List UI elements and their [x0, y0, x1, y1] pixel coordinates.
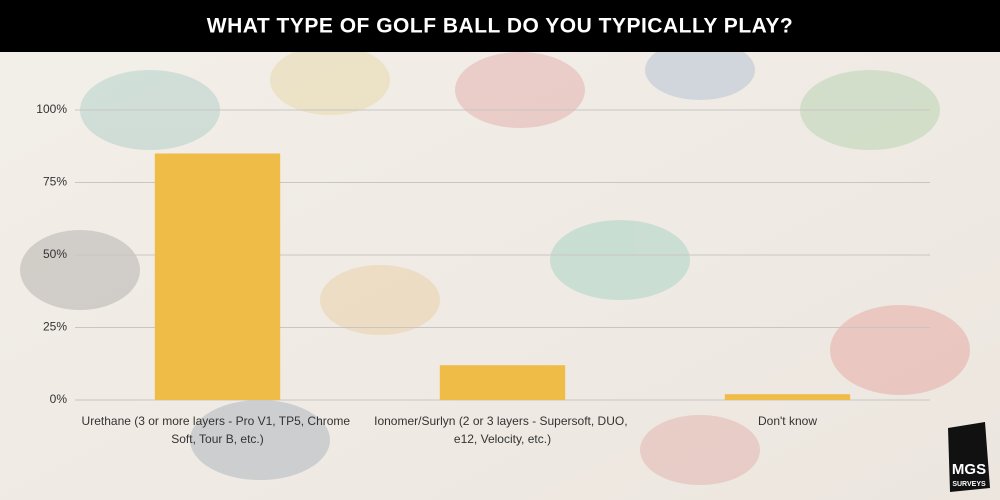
logo: MGS SURVEYS [948, 422, 990, 492]
bar [439, 365, 566, 400]
x-tick-label: Urethane (3 or more layers - Pro V1, TP5… [82, 414, 354, 446]
logo-badge [948, 422, 990, 492]
y-tick-label: 50% [43, 247, 67, 261]
chart-title: WHAT TYPE OF GOLF BALL DO YOU TYPICALLY … [207, 15, 793, 38]
y-tick-label: 25% [43, 320, 67, 334]
bar [154, 153, 281, 400]
background-photo [20, 40, 970, 485]
logo-text: SURVEYS [952, 481, 986, 488]
x-tick-label: Don't know [758, 414, 817, 428]
x-tick-label: Ionomer/Surlyn (2 or 3 layers - Supersof… [374, 414, 631, 446]
y-tick-label: 0% [50, 392, 68, 406]
y-tick-label: 75% [43, 175, 67, 189]
title-banner [0, 0, 1000, 52]
y-tick-label: 100% [36, 102, 67, 116]
bar [724, 394, 851, 400]
logo-text: MGS [952, 461, 986, 478]
